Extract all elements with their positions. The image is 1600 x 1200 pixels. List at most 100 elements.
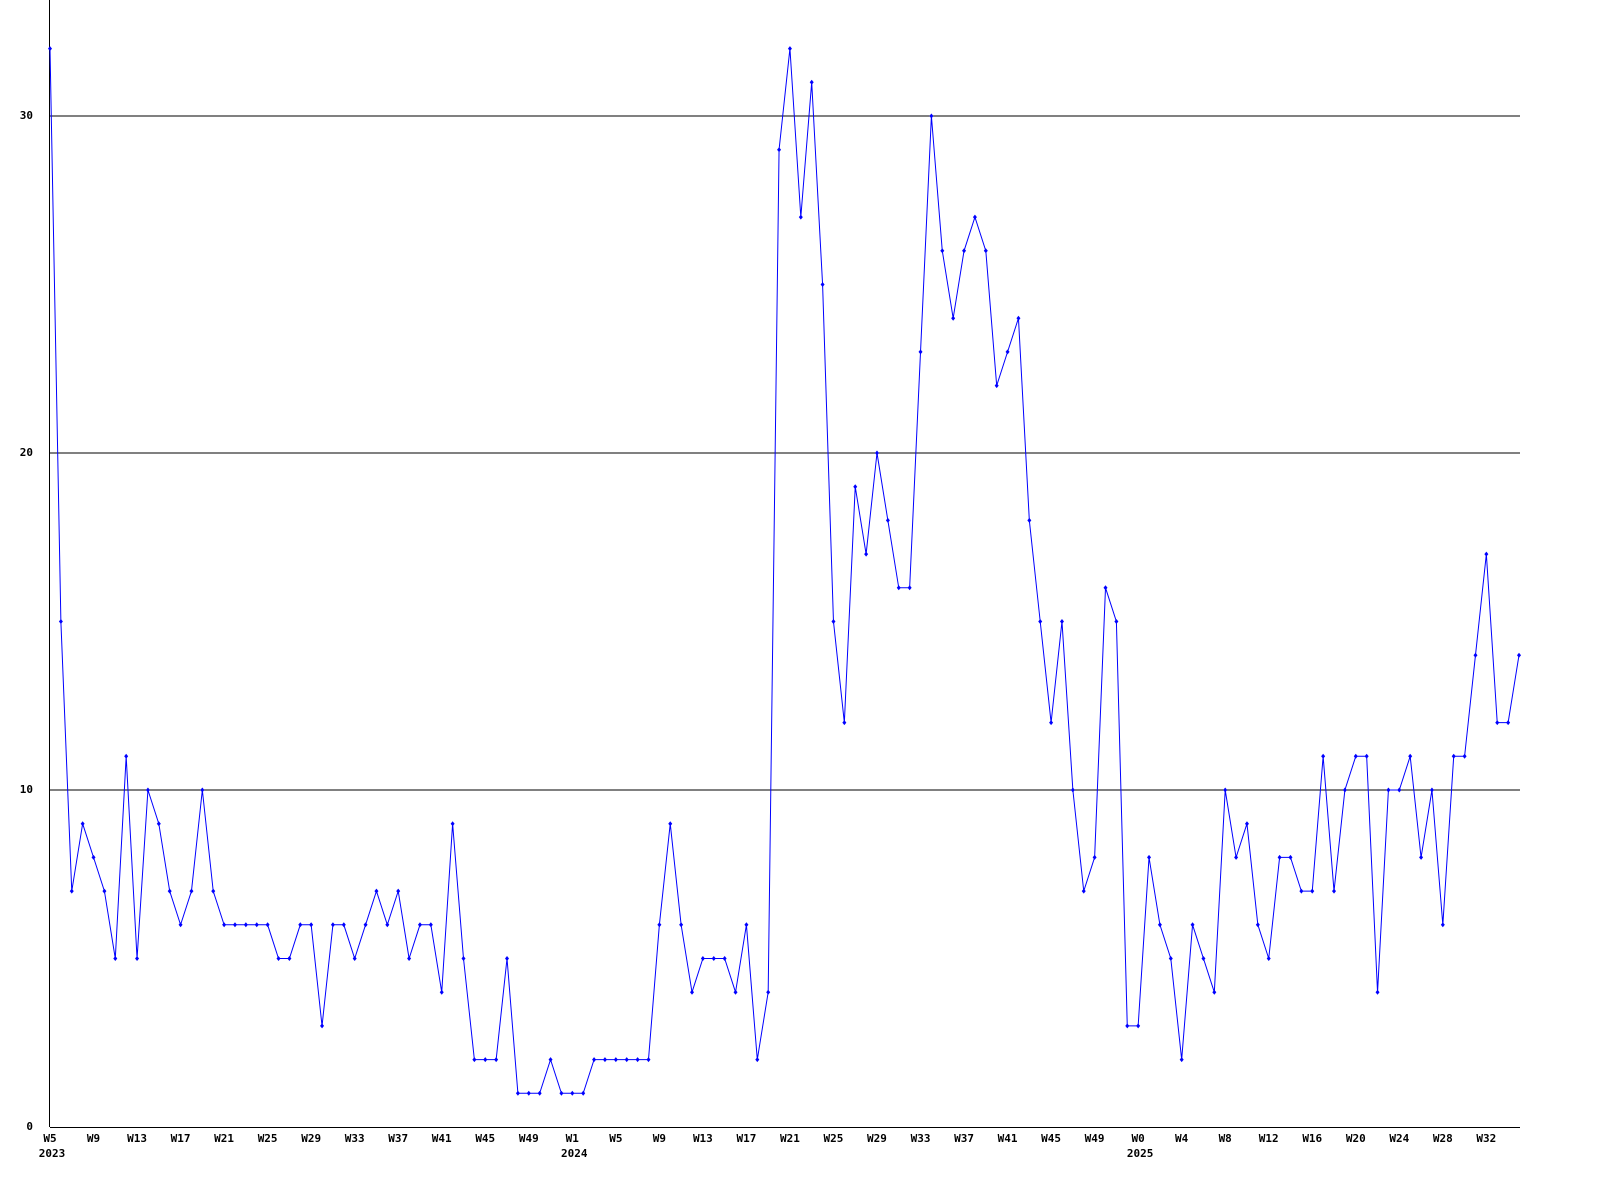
point-marker (635, 1057, 640, 1063)
point-marker (113, 956, 118, 961)
point-marker (918, 349, 923, 355)
point-marker (461, 956, 466, 961)
point-marker (309, 922, 314, 928)
point-marker (1310, 888, 1315, 894)
point-marker (962, 248, 967, 254)
point-marker (1332, 888, 1337, 894)
point-marker (537, 1090, 542, 1096)
point-marker (135, 956, 140, 961)
point-marker (787, 46, 792, 52)
point-marker (668, 821, 673, 827)
point-marker (1190, 922, 1195, 928)
point-marker (548, 1057, 553, 1063)
point-marker (755, 1057, 760, 1063)
point-marker (1092, 854, 1097, 860)
point-marker (1473, 652, 1478, 658)
point-marker (1125, 1023, 1130, 1029)
point-marker (1234, 854, 1239, 860)
point-marker (1506, 720, 1511, 726)
x-tick-label: W25 (824, 1132, 844, 1145)
point-marker (885, 517, 890, 523)
point-marker (417, 922, 422, 928)
point-marker (1005, 349, 1010, 355)
x-tick-label: W45 (475, 1132, 495, 1145)
point-marker (657, 922, 662, 928)
point-marker (1038, 619, 1043, 624)
point-marker (428, 922, 433, 928)
point-marker (80, 821, 85, 827)
point-marker (613, 1057, 618, 1063)
x-tick-label: W33 (911, 1132, 931, 1145)
point-marker (265, 922, 270, 928)
point-marker (276, 956, 281, 961)
point-marker (298, 922, 303, 928)
point-marker (1440, 922, 1445, 928)
point-marker (385, 922, 390, 928)
point-marker (592, 1057, 597, 1063)
point-marker (820, 282, 825, 287)
x-tick-label: W5 (43, 1132, 56, 1145)
x-tick-label: W12 (1259, 1132, 1279, 1145)
point-marker (494, 1057, 499, 1063)
x-tick-label: W32 (1476, 1132, 1496, 1145)
point-marker (1277, 854, 1282, 860)
point-marker (1147, 854, 1152, 860)
point-marker (679, 922, 684, 928)
point-marker (287, 956, 292, 961)
point-marker (526, 1090, 531, 1096)
x-tick-label: W0 (1132, 1132, 1145, 1145)
y-tick-label: 30 (20, 109, 33, 122)
point-marker (766, 989, 771, 995)
point-marker (1397, 787, 1402, 793)
point-marker (363, 922, 368, 928)
point-marker (1266, 956, 1271, 961)
point-marker (69, 888, 74, 894)
point-marker (700, 956, 705, 961)
point-marker (864, 551, 869, 557)
point-marker (58, 619, 63, 624)
x-tick-label: W13 (127, 1132, 147, 1145)
x-tick-label: W25 (258, 1132, 278, 1145)
x-tick-label: W20 (1346, 1132, 1366, 1145)
point-marker (1244, 821, 1249, 827)
point-marker (744, 922, 749, 928)
point-marker (124, 753, 129, 759)
x-tick-label: W9 (87, 1132, 100, 1145)
point-marker (232, 922, 237, 928)
point-marker (1429, 787, 1434, 793)
point-marker (972, 214, 977, 220)
x-tick-label: W17 (736, 1132, 756, 1145)
point-marker (439, 989, 444, 995)
point-marker (200, 787, 205, 793)
point-marker (1157, 922, 1162, 928)
point-marker (1255, 922, 1260, 928)
point-marker (1168, 956, 1173, 961)
point-marker (1114, 619, 1119, 624)
point-marker (396, 888, 401, 894)
point-marker (102, 888, 107, 894)
point-marker (1342, 787, 1347, 793)
point-marker (1321, 753, 1326, 759)
point-marker (407, 956, 412, 961)
point-marker (1212, 989, 1217, 995)
point-marker (581, 1090, 586, 1096)
point-marker (874, 450, 879, 456)
point-marker (243, 922, 248, 928)
point-marker (690, 989, 695, 995)
point-marker (1016, 315, 1021, 321)
point-marker (1223, 787, 1228, 793)
x-tick-label: W17 (171, 1132, 191, 1145)
point-marker (352, 956, 357, 961)
point-marker (559, 1090, 564, 1096)
point-marker (777, 147, 782, 153)
point-marker (515, 1090, 520, 1096)
point-marker (330, 922, 335, 928)
point-marker (1495, 720, 1500, 726)
point-marker (472, 1057, 477, 1063)
point-marker (145, 787, 150, 793)
point-marker (940, 248, 945, 254)
point-marker (1179, 1057, 1184, 1063)
point-marker (211, 888, 216, 894)
x-tick-label: W28 (1433, 1132, 1453, 1145)
